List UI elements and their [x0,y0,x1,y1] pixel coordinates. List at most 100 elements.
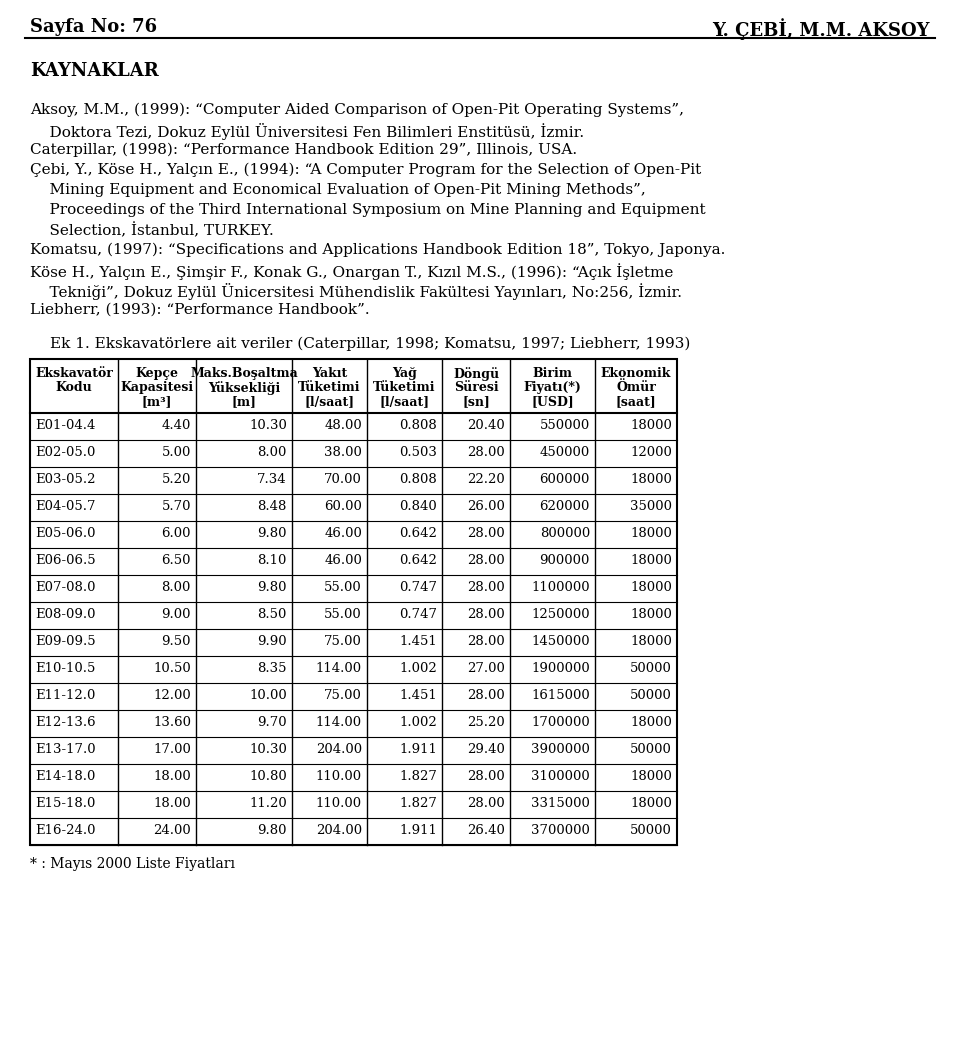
Text: 114.00: 114.00 [316,716,362,729]
Text: 0.503: 0.503 [399,446,437,459]
Text: Doktora Tezi, Dokuz Eylül Üniversitesi Fen Bilimleri Enstitüsü, İzmir.: Doktora Tezi, Dokuz Eylül Üniversitesi F… [30,123,584,140]
Text: 1.911: 1.911 [399,824,437,837]
Text: 18.00: 18.00 [154,770,191,783]
Text: 5.20: 5.20 [161,473,191,486]
Text: 28.00: 28.00 [468,526,505,540]
Text: Kodu: Kodu [56,381,92,394]
Text: 10.30: 10.30 [250,419,287,432]
Text: 1450000: 1450000 [532,635,590,648]
Text: 8.00: 8.00 [161,581,191,594]
Text: Kepçe: Kepçe [135,367,179,380]
Text: 9.70: 9.70 [257,716,287,729]
Text: 3700000: 3700000 [531,824,590,837]
Text: 8.35: 8.35 [257,662,287,675]
Text: 25.20: 25.20 [468,716,505,729]
Text: E13-17.0: E13-17.0 [35,743,96,756]
Text: 1100000: 1100000 [532,581,590,594]
Text: Yağ: Yağ [392,367,417,380]
Text: 28.00: 28.00 [468,635,505,648]
Text: 8.00: 8.00 [257,446,287,459]
Text: 75.00: 75.00 [324,635,362,648]
Text: 70.00: 70.00 [324,473,362,486]
Text: 28.00: 28.00 [468,608,505,621]
Text: 5.00: 5.00 [161,446,191,459]
Text: E08-09.0: E08-09.0 [35,608,95,621]
Text: 46.00: 46.00 [324,554,362,567]
Text: 28.00: 28.00 [468,554,505,567]
Text: Fiyatı(*): Fiyatı(*) [523,381,582,394]
Text: 9.50: 9.50 [161,635,191,648]
Text: Yakıt: Yakıt [312,367,348,380]
Text: E14-18.0: E14-18.0 [35,770,95,783]
Text: 0.808: 0.808 [399,419,437,432]
Text: [m]: [m] [231,395,256,408]
Text: Liebherr, (1993): “Performance Handbook”.: Liebherr, (1993): “Performance Handbook”… [30,303,370,317]
Text: 12000: 12000 [630,446,672,459]
Text: * : Mayıs 2000 Liste Fiyatları: * : Mayıs 2000 Liste Fiyatları [30,857,235,871]
Text: 18000: 18000 [630,797,672,810]
Text: [m³]: [m³] [142,395,172,408]
Text: 35000: 35000 [630,500,672,513]
Text: 18000: 18000 [630,608,672,621]
Text: Kapasitesi: Kapasitesi [120,381,194,394]
Text: 18000: 18000 [630,419,672,432]
Text: [saat]: [saat] [615,395,657,408]
Text: 550000: 550000 [540,419,590,432]
Text: 18000: 18000 [630,554,672,567]
Text: E05-06.0: E05-06.0 [35,526,95,540]
Text: [sn]: [sn] [462,395,490,408]
Text: 29.40: 29.40 [468,743,505,756]
Text: 600000: 600000 [540,473,590,486]
Text: Y. ÇEBİ, M.M. AKSOY: Y. ÇEBİ, M.M. AKSOY [712,18,930,40]
Text: 0.808: 0.808 [399,473,437,486]
Text: 8.10: 8.10 [257,554,287,567]
Text: 10.30: 10.30 [250,743,287,756]
Text: E15-18.0: E15-18.0 [35,797,95,810]
Text: 10.80: 10.80 [250,770,287,783]
Text: 3315000: 3315000 [531,797,590,810]
Text: Mining Equipment and Economical Evaluation of Open-Pit Mining Methods”,: Mining Equipment and Economical Evaluati… [30,183,646,197]
Text: 18.00: 18.00 [154,797,191,810]
Text: 9.80: 9.80 [257,824,287,837]
Text: Köse H., Yalçın E., Şimşir F., Konak G., Onargan T., Kızıl M.S., (1996): “Açık İ: Köse H., Yalçın E., Şimşir F., Konak G.,… [30,263,673,280]
Text: Süresi: Süresi [454,381,498,394]
Text: 1.451: 1.451 [399,635,437,648]
Text: 6.00: 6.00 [161,526,191,540]
Text: 1615000: 1615000 [531,689,590,702]
Text: 0.840: 0.840 [399,500,437,513]
Text: Proceedings of the Third International Symposium on Mine Planning and Equipment: Proceedings of the Third International S… [30,203,706,217]
Text: 3900000: 3900000 [531,743,590,756]
Text: Tekniği”, Dokuz Eylül Ünicersitesi Mühendislik Fakültesi Yayınları, No:256, İzmi: Tekniği”, Dokuz Eylül Ünicersitesi Mühen… [30,283,682,300]
Text: Yüksekliği: Yüksekliği [208,381,280,395]
Text: 0.642: 0.642 [399,526,437,540]
Text: 55.00: 55.00 [324,608,362,621]
Text: 60.00: 60.00 [324,500,362,513]
Text: Selection, İstanbul, TURKEY.: Selection, İstanbul, TURKEY. [30,223,274,239]
Text: 204.00: 204.00 [316,824,362,837]
Text: 0.747: 0.747 [399,581,437,594]
Text: Aksoy, M.M., (1999): “Computer Aided Comparison of Open-Pit Operating Systems”,: Aksoy, M.M., (1999): “Computer Aided Com… [30,103,684,117]
Text: 11.20: 11.20 [250,797,287,810]
Text: 4.40: 4.40 [161,419,191,432]
Text: 18000: 18000 [630,526,672,540]
Text: E12-13.6: E12-13.6 [35,716,96,729]
Text: Ekonomik: Ekonomik [601,367,671,380]
Text: 55.00: 55.00 [324,581,362,594]
Text: [l/saat]: [l/saat] [304,395,354,408]
Text: 20.40: 20.40 [468,419,505,432]
Text: [USD]: [USD] [531,395,574,408]
Text: 1.002: 1.002 [399,716,437,729]
Text: 204.00: 204.00 [316,743,362,756]
Text: 0.747: 0.747 [399,608,437,621]
Text: 18000: 18000 [630,473,672,486]
Text: Döngü: Döngü [453,367,499,381]
Text: E04-05.7: E04-05.7 [35,500,95,513]
Text: E11-12.0: E11-12.0 [35,689,95,702]
Text: 28.00: 28.00 [468,797,505,810]
Text: E07-08.0: E07-08.0 [35,581,95,594]
Text: 28.00: 28.00 [468,689,505,702]
Text: 900000: 900000 [540,554,590,567]
Text: 18000: 18000 [630,716,672,729]
Text: Sayfa No: 76: Sayfa No: 76 [30,18,157,36]
Text: 5.70: 5.70 [161,500,191,513]
